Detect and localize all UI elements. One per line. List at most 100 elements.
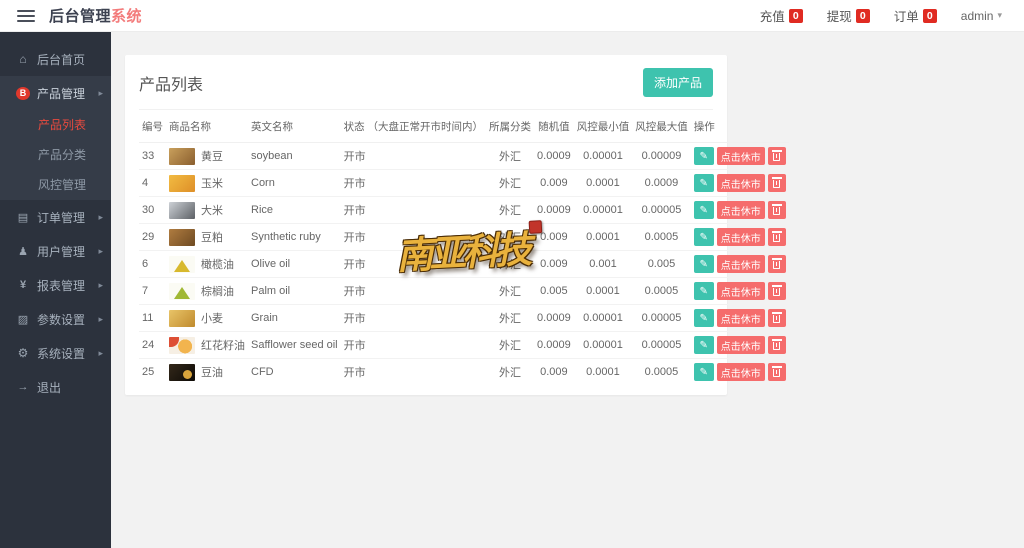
cell-status: 开市 bbox=[340, 277, 487, 305]
close-market-button[interactable]: 点击休市 bbox=[716, 174, 765, 192]
close-market-button[interactable]: 点击休市 bbox=[716, 255, 765, 273]
edit-button[interactable]: ✎ bbox=[693, 147, 714, 165]
close-market-button[interactable]: 点击休市 bbox=[716, 282, 765, 300]
delete-button[interactable] bbox=[767, 147, 786, 165]
cell-risk-min: 0.0001 bbox=[573, 223, 633, 251]
trash-icon bbox=[771, 312, 782, 323]
chevron-right-icon: ▸ bbox=[98, 245, 103, 256]
trash-icon bbox=[771, 231, 782, 242]
edit-button[interactable]: ✎ bbox=[693, 282, 714, 300]
cell-random-value: 0.005 bbox=[534, 277, 574, 305]
cell-category: 外汇 bbox=[486, 277, 535, 305]
header-stat-提现[interactable]: 提现 0 bbox=[827, 6, 870, 25]
edit-button[interactable]: ✎ bbox=[693, 174, 714, 192]
cell-id: 25 bbox=[142, 366, 155, 378]
delete-button[interactable] bbox=[767, 228, 786, 246]
stat-label: 提现 bbox=[826, 10, 852, 24]
delete-button[interactable] bbox=[767, 309, 786, 327]
close-market-button[interactable]: 点击休市 bbox=[716, 336, 765, 354]
cell-risk-min: 0.00001 bbox=[573, 304, 633, 332]
table-row: 4 玉米 Corn 开市 外汇 0.009 0.0001 0.0009 ✎ 点击休市 bbox=[139, 169, 789, 197]
sidebar-item-label: 后台首页 bbox=[37, 52, 86, 67]
delete-button[interactable] bbox=[767, 174, 786, 192]
sidebar-subitem-风控管理[interactable]: 风控管理 bbox=[38, 178, 87, 192]
sidebar-item-label: 用户管理 bbox=[37, 244, 86, 259]
product-name-label: 小麦 bbox=[201, 313, 223, 325]
header-stat-订单[interactable]: 订单 0 bbox=[894, 6, 937, 25]
close-market-button[interactable]: 点击休市 bbox=[716, 363, 765, 381]
edit-button[interactable]: ✎ bbox=[693, 228, 714, 246]
stat-label: 充值 bbox=[759, 10, 785, 24]
cell-category: 外汇 bbox=[486, 223, 535, 251]
hamburger-menu-icon[interactable] bbox=[17, 9, 35, 22]
cell-risk-min: 0.001 bbox=[573, 250, 633, 278]
cell-english-name: Synthetic ruby bbox=[248, 223, 341, 251]
delete-button[interactable] bbox=[767, 336, 786, 354]
sidebar-item-退出[interactable]: 退出 bbox=[0, 370, 111, 404]
cell-id: 6 bbox=[139, 250, 166, 278]
home-icon bbox=[16, 52, 30, 66]
product-name-group: 红花籽油 bbox=[169, 336, 245, 354]
chevron-right-icon: ▸ bbox=[98, 211, 103, 222]
sidebar-item-参数设置[interactable]: 参数设置 ▸ bbox=[0, 302, 111, 336]
add-product-button[interactable]: 添加产品 bbox=[642, 68, 713, 97]
delete-button[interactable] bbox=[767, 255, 786, 273]
sidebar-subitem-产品分类[interactable]: 产品分类 bbox=[38, 148, 87, 162]
cell-random-value: 0.009 bbox=[540, 366, 568, 378]
sidebar-item-系统设置[interactable]: 系统设置 ▸ bbox=[0, 336, 111, 370]
sidebar-subitem-产品列表[interactable]: 产品列表 bbox=[38, 118, 87, 132]
column-header: 风控最大值 bbox=[632, 110, 691, 143]
sidebar-group: 订单管理 ▸ bbox=[0, 200, 111, 234]
table-row: 29 豆粕 Synthetic ruby 开市 外汇 0.009 0.0001 0.0005 ✎… bbox=[139, 223, 789, 251]
settings-icon bbox=[16, 346, 30, 360]
sidebar-item-产品管理[interactable]: 产品管理 ▸ bbox=[0, 76, 111, 110]
product-name-label: 豆油 bbox=[201, 367, 223, 379]
cell-random-value: 0.0009 bbox=[534, 331, 574, 359]
cell-id: 7 bbox=[139, 277, 166, 305]
trash-icon bbox=[771, 366, 782, 377]
user-menu[interactable]: admin ▾ bbox=[961, 9, 1002, 23]
delete-button[interactable] bbox=[767, 363, 786, 381]
close-market-button[interactable]: 点击休市 bbox=[716, 309, 765, 327]
chevron-right-icon: ▸ bbox=[98, 347, 103, 358]
cell-category: 外汇 bbox=[486, 142, 535, 170]
stat-count-badge: 0 bbox=[788, 8, 803, 23]
app-logo[interactable]: 后台管理系统 bbox=[49, 5, 142, 26]
close-market-button[interactable]: 点击休市 bbox=[716, 228, 765, 246]
product-name-group: 棕榈油 bbox=[169, 282, 245, 300]
delete-button[interactable] bbox=[767, 282, 786, 300]
edit-button[interactable]: ✎ bbox=[693, 363, 714, 381]
header-stat-充值[interactable]: 充值 0 bbox=[760, 6, 803, 25]
close-market-button[interactable]: 点击休市 bbox=[716, 147, 765, 165]
cell-category: 外汇 bbox=[486, 250, 535, 278]
cell-id: 33 bbox=[139, 142, 166, 170]
cell-product-name: 大米 bbox=[166, 196, 248, 224]
content-area: 产品列表 添加产品 编号 商品名称 英文名称 状态 （大盘正常开市时间内） 所属分类 随机… bbox=[111, 32, 1024, 548]
action-buttons: ✎ 点击休市 bbox=[693, 309, 786, 327]
sidebar-item-用户管理[interactable]: 用户管理 ▸ bbox=[0, 234, 111, 268]
action-buttons: ✎ 点击休市 bbox=[693, 363, 786, 381]
delete-button[interactable] bbox=[767, 201, 786, 219]
cell-risk-max: 0.0005 bbox=[632, 277, 691, 305]
table-row: 25 豆油 CFD 开市 外汇 0.009 0.0001 0.0005 ✎ 点击休市 bbox=[139, 359, 789, 386]
params-icon bbox=[16, 313, 30, 326]
sidebar-group: 后台首页 bbox=[0, 42, 111, 76]
sidebar-item-订单管理[interactable]: 订单管理 ▸ bbox=[0, 200, 111, 234]
close-market-button[interactable]: 点击休市 bbox=[716, 201, 765, 219]
cell-product-name: 棕榈油 bbox=[166, 277, 248, 305]
cell-risk-max: 0.00005 bbox=[632, 304, 691, 332]
logo-text-accent: 系统 bbox=[111, 8, 143, 25]
edit-button[interactable]: ✎ bbox=[693, 201, 714, 219]
edit-button[interactable]: ✎ bbox=[693, 255, 714, 273]
action-buttons: ✎ 点击休市 bbox=[693, 255, 786, 273]
chevron-right-icon: ▸ bbox=[98, 313, 103, 324]
sidebar-item-报表管理[interactable]: 报表管理 ▸ bbox=[0, 268, 111, 302]
cell-actions: ✎ 点击休市 bbox=[690, 331, 789, 359]
edit-button[interactable]: ✎ bbox=[693, 336, 714, 354]
edit-button[interactable]: ✎ bbox=[693, 309, 714, 327]
column-header: 随机值 bbox=[534, 110, 574, 143]
sidebar-item-后台首页[interactable]: 后台首页 bbox=[0, 42, 111, 76]
product-name-group: 豆油 bbox=[169, 363, 245, 381]
cell-english-name: Grain bbox=[248, 304, 341, 332]
